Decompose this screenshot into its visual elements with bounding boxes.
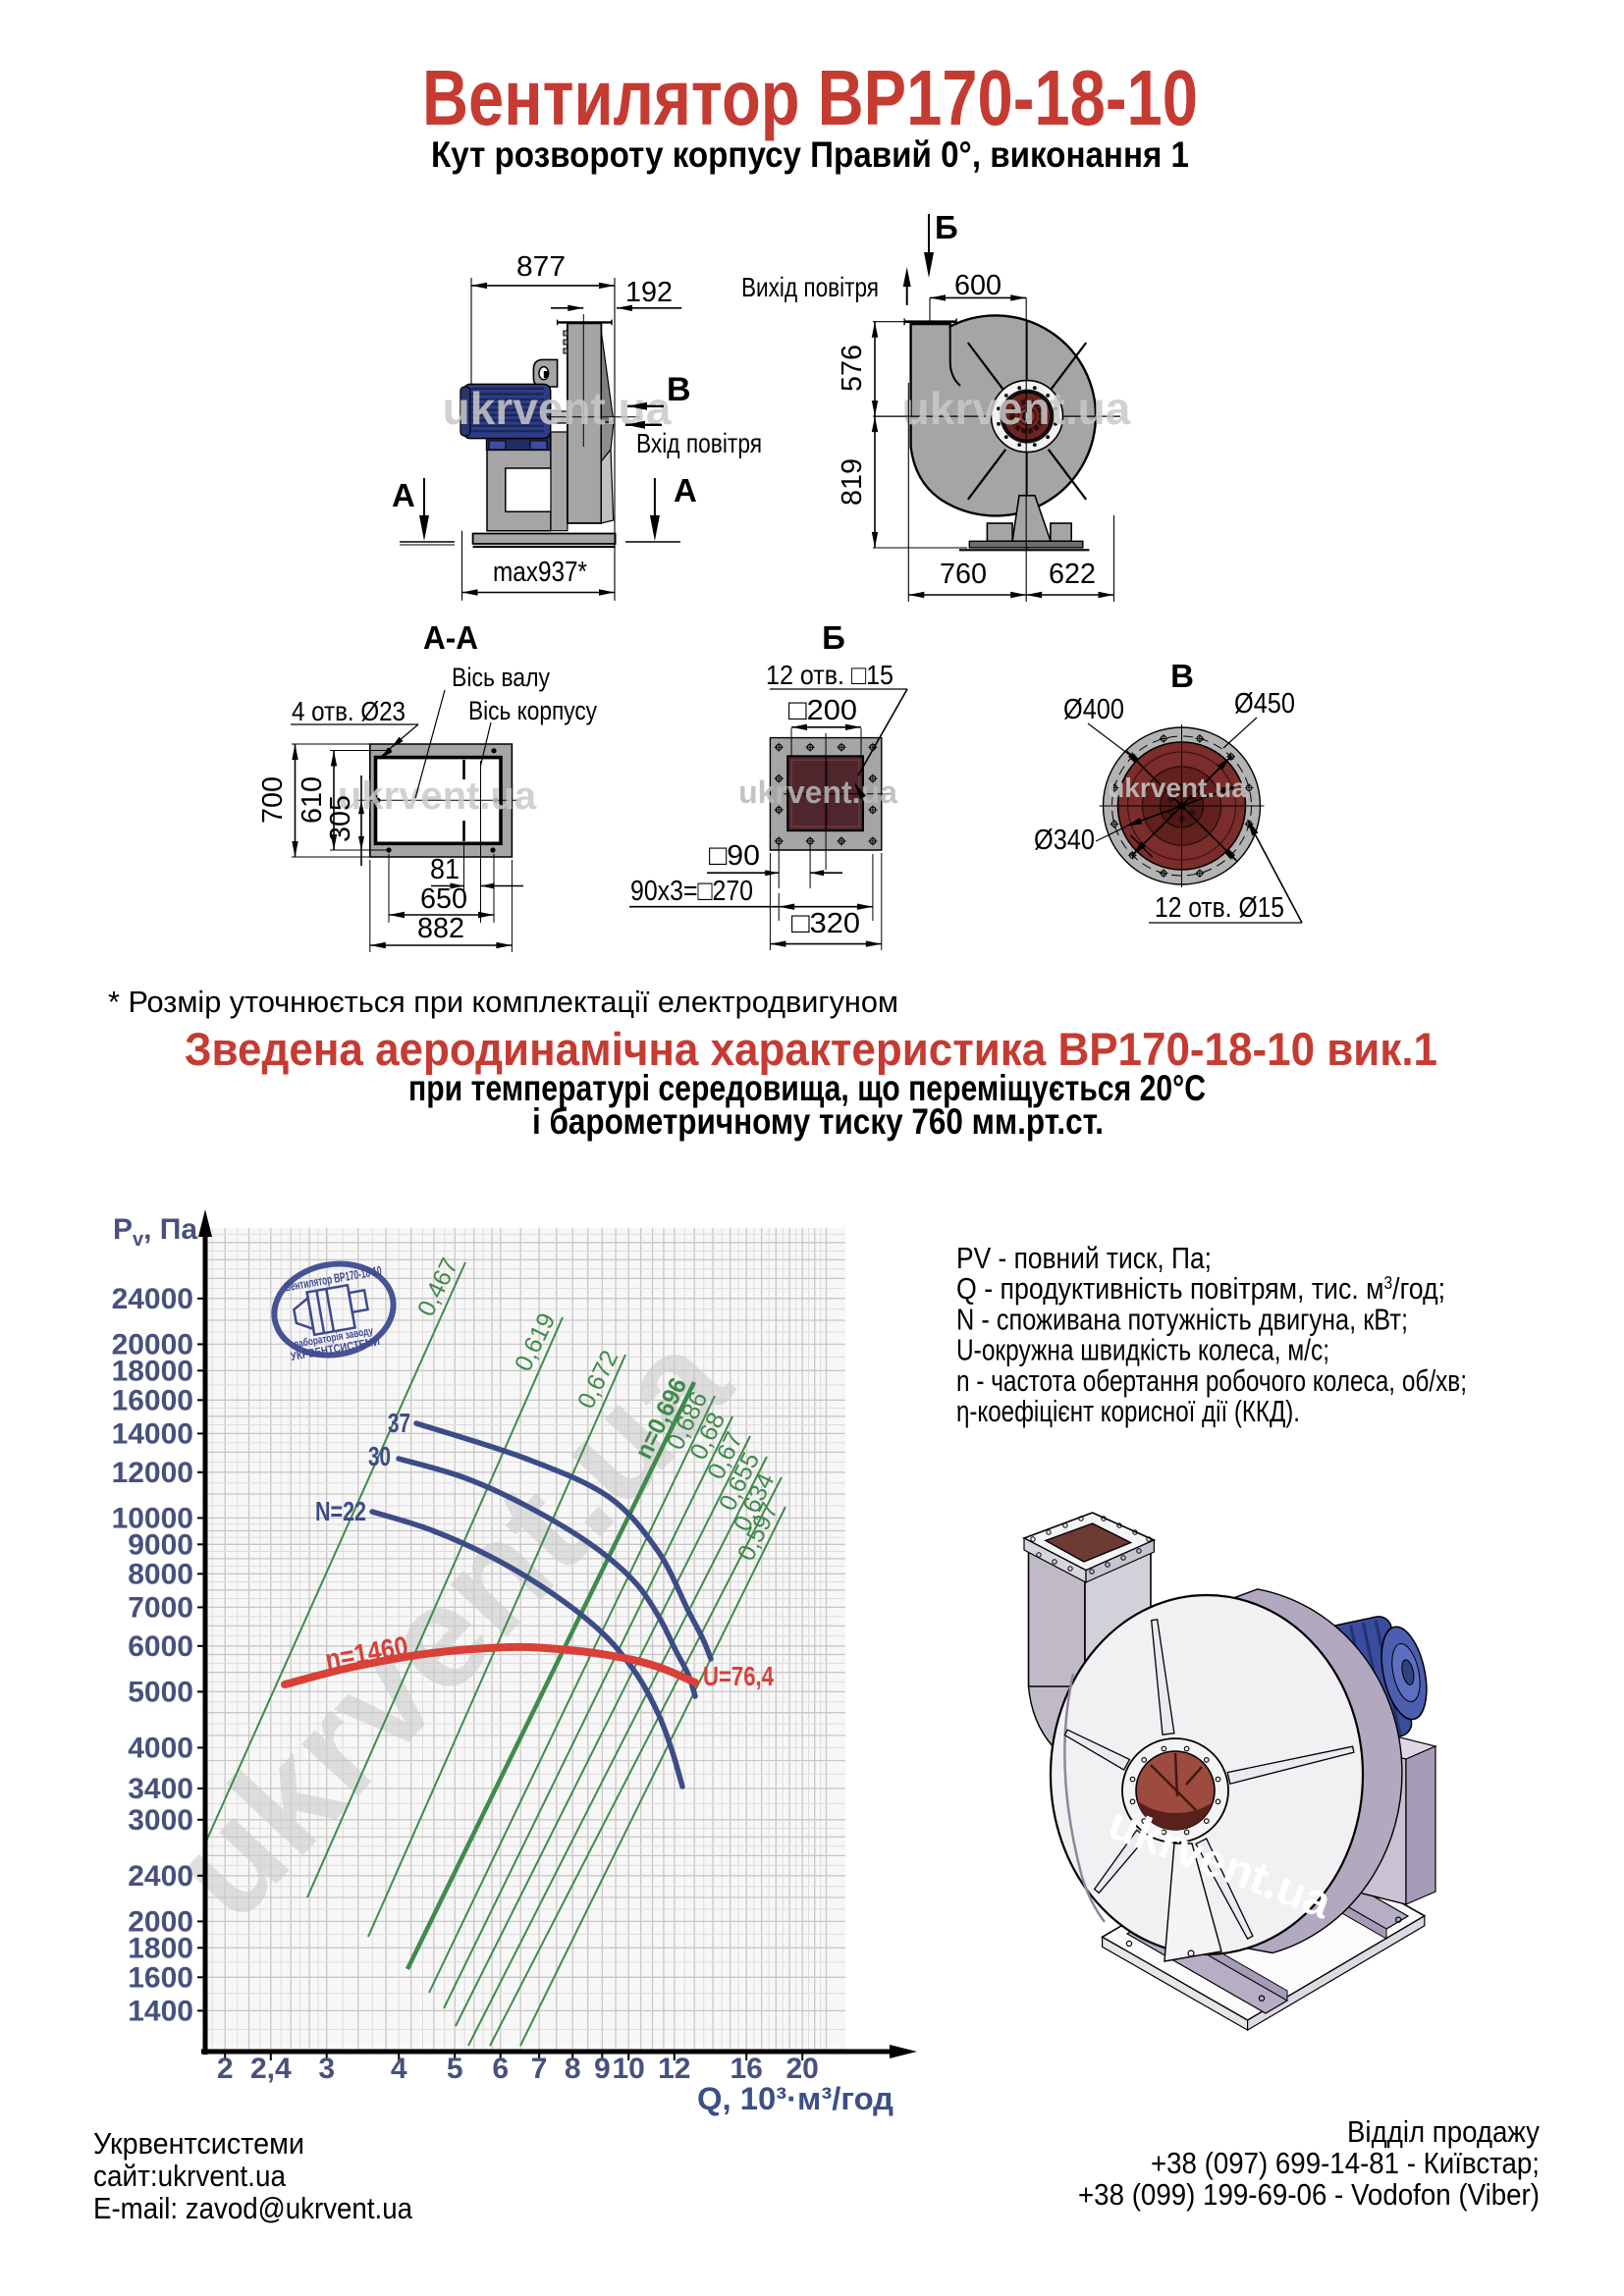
svg-text:n - частота обертання робочого: n - частота обертання робочого колеса, о…	[956, 1363, 1467, 1398]
svg-text:16000: 16000	[112, 1384, 193, 1416]
svg-text:4 отв. Ø23: 4 отв. Ø23	[292, 696, 406, 726]
svg-text:20000: 20000	[112, 1328, 193, 1361]
svg-text:N=22: N=22	[315, 1496, 366, 1526]
svg-text:Кут розвороту корпусу Правий 0: Кут розвороту корпусу Правий 0°, виконан…	[431, 134, 1189, 175]
svg-text:1800: 1800	[128, 1932, 193, 1964]
svg-text:+38 (099) 199-69-06 - Vodofon: +38 (099) 199-69-06 - Vodofon (Viber)	[1078, 2177, 1540, 2212]
svg-text:10000: 10000	[112, 1502, 193, 1534]
svg-text:Відділ продажу: Відділ продажу	[1347, 2114, 1540, 2149]
svg-text:max937*: max937*	[493, 557, 587, 588]
svg-text:ukrvent.ua: ukrvent.ua	[338, 774, 537, 818]
svg-text:6: 6	[492, 2053, 509, 2085]
svg-text:819: 819	[837, 458, 868, 506]
svg-text:* Розмір уточнюється при компл: * Розмір уточнюється при комплектації ел…	[108, 985, 898, 1019]
svg-text:1600: 1600	[128, 1961, 193, 1994]
svg-text:6000: 6000	[128, 1630, 193, 1663]
svg-text:9: 9	[594, 2053, 611, 2085]
svg-text:А: А	[674, 472, 697, 508]
svg-text:ukrvent.ua: ukrvent.ua	[902, 383, 1131, 434]
svg-text:37: 37	[388, 1408, 410, 1438]
svg-text:сайт:ukrvent.ua: сайт:ukrvent.ua	[93, 2159, 287, 2193]
svg-text:882: 882	[417, 913, 464, 944]
svg-text:877: 877	[516, 251, 566, 283]
svg-text:2000: 2000	[128, 1905, 193, 1938]
svg-text:12000: 12000	[112, 1457, 193, 1489]
svg-text:7: 7	[531, 2053, 548, 2085]
svg-text:Ø340: Ø340	[1034, 825, 1095, 856]
svg-text:600: 600	[954, 270, 1001, 301]
svg-text:20: 20	[786, 2053, 819, 2085]
svg-text:2: 2	[217, 2053, 234, 2085]
svg-text:4000: 4000	[128, 1732, 193, 1764]
svg-text:N - споживана потужність двигу: N - споживана потужність двигуна, кВт;	[956, 1302, 1408, 1336]
svg-text:PV - повний тиск, Па;: PV - повний тиск, Па;	[956, 1241, 1212, 1275]
svg-text:Зведена аеродинамічна характер: Зведена аеродинамічна характеристика ВР1…	[185, 1023, 1437, 1075]
svg-text:2400: 2400	[128, 1860, 193, 1893]
svg-text:і барометричному тиску 760 мм.: і барометричному тиску 760 мм.рт.ст.	[532, 1101, 1104, 1142]
svg-text:622: 622	[1049, 559, 1096, 590]
svg-text:А: А	[392, 477, 415, 513]
svg-text:16: 16	[731, 2053, 763, 2085]
svg-text:Вісь валу: Вісь валу	[452, 663, 550, 692]
svg-text:8000: 8000	[128, 1558, 193, 1590]
svg-text:7000: 7000	[128, 1591, 193, 1624]
svg-text:192: 192	[625, 277, 673, 308]
svg-text:650: 650	[420, 883, 467, 915]
svg-text:30: 30	[368, 1441, 391, 1471]
svg-text:Ø400: Ø400	[1063, 694, 1124, 725]
svg-text:□200: □200	[788, 695, 857, 726]
svg-text:Q, 10³·м³/год: Q, 10³·м³/год	[697, 2081, 893, 2116]
svg-text:3000: 3000	[128, 1804, 193, 1837]
svg-text:Укрвентсистеми: Укрвентсистеми	[93, 2126, 304, 2161]
svg-text:η-коефіцієнт корисної дії (ККД: η-коефіцієнт корисної дії (ККД).	[956, 1394, 1300, 1428]
svg-text:U-окружна швидкість колеса, м/: U-окружна швидкість колеса, м/с;	[956, 1333, 1329, 1367]
svg-text:Б: Б	[935, 209, 958, 245]
svg-text:В: В	[667, 371, 691, 408]
svg-text:12: 12	[658, 2053, 690, 2085]
svg-text:+38 (097) 699-14-81 - Київстар: +38 (097) 699-14-81 - Київстар;	[1151, 2146, 1540, 2180]
svg-text:9000: 9000	[128, 1528, 193, 1561]
svg-text:ukrvent.ua: ukrvent.ua	[1108, 773, 1247, 803]
svg-text:760: 760	[940, 559, 987, 590]
svg-text:3: 3	[318, 2053, 335, 2085]
svg-text:4: 4	[391, 2053, 407, 2085]
svg-text:576: 576	[837, 345, 868, 392]
svg-text:8: 8	[565, 2053, 581, 2085]
svg-text:□320: □320	[791, 908, 860, 939]
svg-text:1400: 1400	[128, 1995, 193, 2027]
svg-text:14000: 14000	[112, 1417, 193, 1450]
svg-text:□90: □90	[709, 840, 760, 872]
svg-text:Q - продуктивність повітрям, т: Q - продуктивність повітрям, тис. м3/год…	[956, 1271, 1445, 1306]
svg-text:81: 81	[430, 854, 460, 885]
svg-text:5: 5	[447, 2053, 463, 2085]
svg-text:U=76,4: U=76,4	[703, 1661, 774, 1691]
svg-text:Б: Б	[822, 619, 845, 656]
svg-text:Pv, Па: Pv, Па	[113, 1213, 197, 1251]
svg-text:Вісь корпусу: Вісь корпусу	[468, 696, 597, 725]
svg-text:305: 305	[325, 795, 356, 842]
svg-text:90x3=□270: 90x3=□270	[630, 876, 753, 907]
svg-text:12 отв. Ø15: 12 отв. Ø15	[1155, 892, 1284, 924]
svg-text:Ø450: Ø450	[1234, 688, 1295, 720]
svg-text:при температурі середовища, що: при температурі середовища, що переміщує…	[408, 1068, 1206, 1108]
svg-text:3400: 3400	[128, 1773, 193, 1805]
svg-text:10: 10	[613, 2053, 645, 2085]
svg-text:5000: 5000	[128, 1676, 193, 1708]
svg-text:Вхід повітря: Вхід повітря	[636, 428, 762, 458]
svg-text:12 отв. □15: 12 отв. □15	[766, 660, 893, 690]
svg-text:700: 700	[257, 776, 289, 824]
svg-text:А-А: А-А	[423, 619, 478, 656]
svg-text:В: В	[1170, 658, 1194, 694]
svg-text:Вентилятор ВР170-18-10: Вентилятор ВР170-18-10	[422, 54, 1198, 141]
svg-text:Вихід повітря: Вихід повітря	[741, 272, 879, 302]
svg-text:610: 610	[297, 776, 328, 824]
svg-text:ukrvent.ua: ukrvent.ua	[738, 774, 897, 810]
svg-text:2,4: 2,4	[250, 2053, 292, 2085]
svg-text:E-mail: zavod@ukrvent.ua: E-mail: zavod@ukrvent.ua	[93, 2191, 413, 2225]
svg-text:24000: 24000	[112, 1283, 193, 1315]
svg-text:18000: 18000	[112, 1355, 193, 1387]
